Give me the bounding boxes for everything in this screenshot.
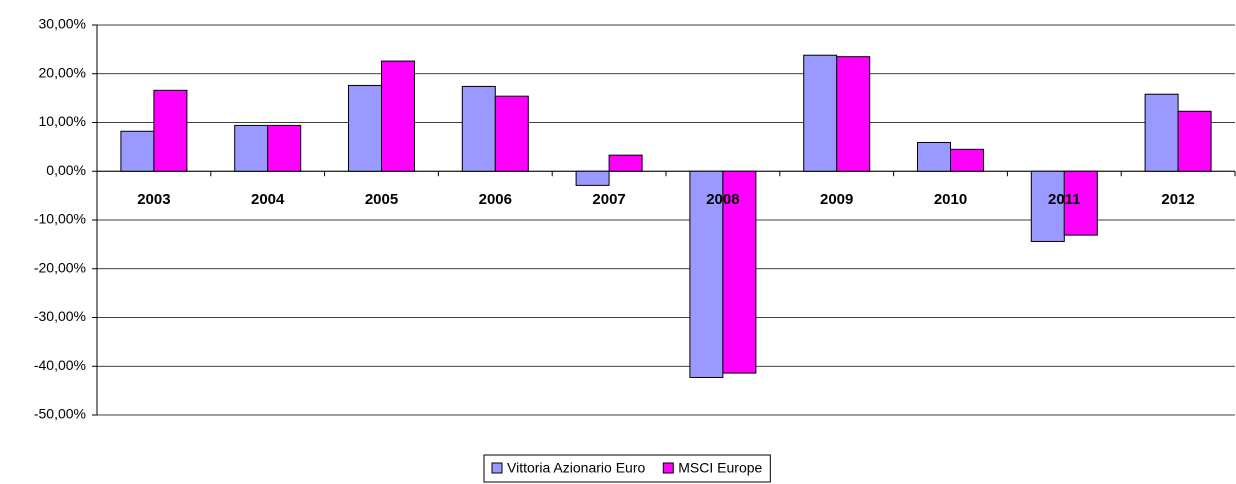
- x-tick-label: 2012: [1161, 191, 1194, 208]
- y-tick-label: 0,00%: [46, 162, 86, 178]
- y-tick-label: 20,00%: [39, 64, 86, 80]
- bar: [608, 154, 643, 172]
- y-tick-label: 10,00%: [39, 113, 86, 129]
- bar: [575, 170, 610, 186]
- bar: [689, 170, 724, 378]
- bar: [917, 141, 951, 172]
- bar: [494, 95, 529, 172]
- x-tick-label: 2009: [820, 191, 853, 208]
- x-tick-label: 2006: [479, 191, 512, 208]
- x-tick-label: 2003: [137, 191, 170, 208]
- bar: [461, 85, 496, 172]
- y-tick-label: -50,00%: [34, 406, 86, 422]
- x-tick-label: 2004: [251, 191, 285, 208]
- bar: [1063, 170, 1098, 236]
- legend-label: Vittoria Azionario Euro: [507, 460, 645, 476]
- y-tick-label: -10,00%: [34, 211, 86, 227]
- legend: [483, 454, 771, 483]
- x-tick-label: 2008: [706, 191, 739, 208]
- y-tick-label: -20,00%: [34, 259, 86, 275]
- bar: [234, 124, 269, 172]
- bar: [120, 130, 155, 172]
- bar: [1177, 110, 1212, 172]
- y-tick-label: -30,00%: [34, 308, 86, 324]
- bar: [348, 84, 382, 172]
- legend-swatch: [491, 462, 503, 474]
- y-tick-label: -40,00%: [34, 357, 86, 373]
- bar: [1144, 93, 1179, 172]
- bar: [803, 54, 838, 172]
- bar: [1030, 170, 1065, 242]
- bar: [950, 148, 984, 172]
- x-tick-label: 2007: [592, 191, 625, 208]
- x-tick-label: 2010: [934, 191, 967, 208]
- x-tick-label: 2011: [1048, 191, 1081, 208]
- bar: [722, 170, 757, 374]
- bar: [836, 56, 871, 172]
- legend-label: MSCI Europe: [678, 460, 762, 476]
- bar: [381, 60, 415, 172]
- x-tick-label: 2005: [365, 191, 398, 208]
- y-tick-label: 30,00%: [39, 16, 86, 32]
- bar: [153, 89, 188, 172]
- legend-swatch: [662, 462, 674, 474]
- bar: [267, 124, 302, 172]
